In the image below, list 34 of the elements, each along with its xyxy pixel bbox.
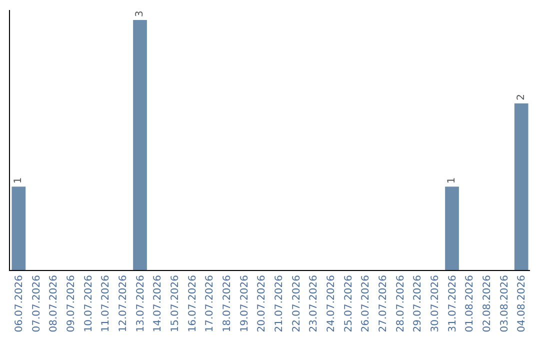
x-tick-label: 25.07.2026 — [343, 275, 354, 332]
x-tick-label: 23.07.2026 — [308, 275, 320, 332]
x-tick-label: 31.07.2026 — [447, 275, 458, 332]
x-tick-label: 15.07.2026 — [170, 275, 181, 332]
x-tick-label: 28.07.2026 — [395, 275, 406, 332]
x-tick-label: 24.07.2026 — [326, 275, 337, 332]
x-tick-label: 11.07.2026 — [100, 275, 112, 332]
x-tick-label: 01.08.2026 — [464, 275, 476, 332]
x-tick-label: 07.07.2026 — [31, 275, 42, 332]
data-label: 1 — [13, 177, 24, 184]
x-tick-label: 22.07.2026 — [291, 275, 302, 332]
x-tick-label: 04.08.2026 — [516, 275, 528, 332]
x-tick-label: 09.07.2026 — [66, 275, 77, 332]
x-tick-label: 27.07.2026 — [378, 275, 389, 332]
x-tick-label: 06.07.2026 — [14, 275, 25, 332]
x-tick-label: 13.07.2026 — [135, 275, 146, 332]
x-tick-label: 14.07.2026 — [152, 275, 164, 332]
data-label: 2 — [516, 94, 527, 100]
x-tick-label: 12.07.2026 — [118, 275, 129, 332]
x-tick-label: 08.07.2026 — [48, 275, 60, 332]
x-tick-label: 03.08.2026 — [499, 275, 510, 332]
x-tick-label: 10.07.2026 — [83, 275, 94, 332]
x-tick-label: 16.07.2026 — [187, 275, 198, 332]
x-tick-label: 02.08.2026 — [482, 275, 493, 332]
x-tick-label: 29.07.2026 — [412, 275, 424, 332]
x-tick-label: 30.07.2026 — [430, 275, 441, 332]
x-tick-label: 21.07.2026 — [274, 275, 285, 332]
x-tick-label: 20.07.2026 — [256, 275, 268, 332]
data-label: 1 — [446, 177, 458, 184]
x-tick-label: 18.07.2026 — [222, 275, 233, 332]
data-label: 3 — [134, 10, 146, 17]
x-tick-label: 26.07.2026 — [360, 275, 372, 332]
x-tick-label: 17.07.2026 — [204, 275, 216, 332]
x-tick-label: 19.07.2026 — [239, 275, 250, 332]
